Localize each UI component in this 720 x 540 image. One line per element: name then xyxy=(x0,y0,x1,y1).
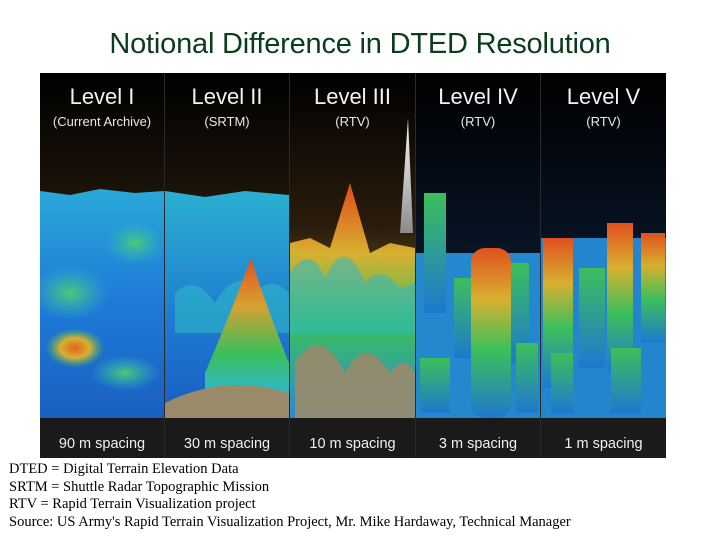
spacing-label: 30 m spacing xyxy=(183,436,271,452)
spacing-label: 10 m spacing xyxy=(309,436,396,452)
panel-level-4: Level IV (RTV) 3 m spacing xyxy=(416,73,541,458)
level-label: Level I xyxy=(69,84,135,109)
spacing-label: 3 m spacing xyxy=(438,436,518,452)
source-label: (RTV) xyxy=(335,114,370,129)
terrain-render-level-3 xyxy=(290,73,415,458)
spacing-label: 90 m spacing xyxy=(58,436,146,452)
footnote-rtv: RTV = Rapid Terrain Visualization projec… xyxy=(9,496,256,512)
panel-level-1: Level I (Current Archive) 90 m spacing xyxy=(40,73,165,458)
panel-level-5: Level V (RTV) 1 m spacing xyxy=(541,73,666,458)
footnote-srtm: SRTM = Shuttle Radar Topographic Mission xyxy=(9,478,270,495)
footnote-dted: DTED = Digital Terrain Elevation Data xyxy=(9,461,239,477)
level-label: Level IV xyxy=(438,84,518,109)
source-label: (SRTM) xyxy=(204,114,250,129)
terrain-render-level-5 xyxy=(541,73,666,458)
source-label: (RTV) xyxy=(586,114,621,129)
terrain-render-level-1 xyxy=(40,73,164,458)
slide-title: Notional Difference in DTED Resolution xyxy=(109,28,611,60)
source-label: (Current Archive) xyxy=(52,114,152,129)
spacing-label: 1 m spacing xyxy=(564,436,643,452)
panel-level-2: Level II (SRTM) 30 m spacing xyxy=(165,73,290,458)
level-label: Level II xyxy=(191,84,263,109)
footnote-source: Source: US Army's Rapid Terrain Visualiz… xyxy=(9,513,571,530)
terrain-render-level-4 xyxy=(416,73,540,458)
terrain-render-level-2 xyxy=(165,73,289,458)
level-label: Level III xyxy=(313,84,392,109)
level-label: Level V xyxy=(566,84,641,109)
footnotes: DTED = Digital Terrain Elevation Data SR… xyxy=(9,461,714,531)
panel-level-3: Level III (RTV) 10 m spacing xyxy=(290,73,416,458)
source-label: (RTV) xyxy=(460,114,496,129)
terrain-comparison-figure: Level I (Current Archive) 90 m spacing xyxy=(40,73,666,458)
